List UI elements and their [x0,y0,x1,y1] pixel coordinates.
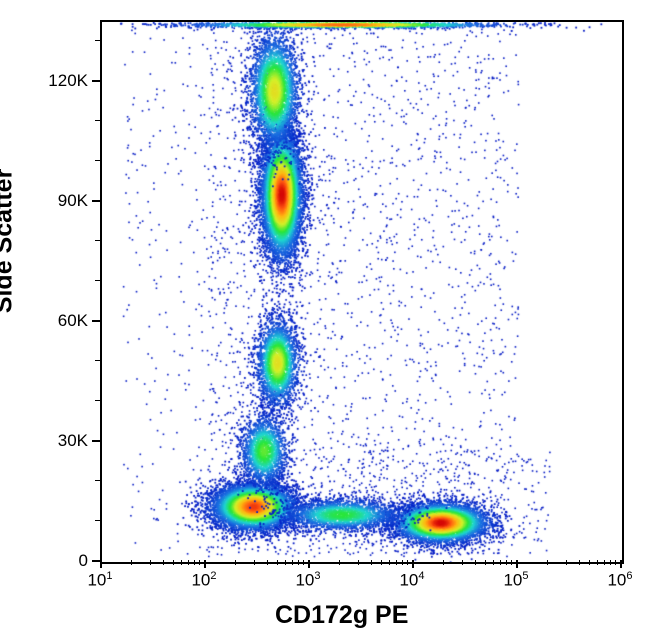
x-tick-mark [412,560,414,568]
x-minor-tick [292,560,293,565]
plot-area [100,20,624,564]
x-minor-tick [604,560,605,565]
y-tick-mark [92,560,100,562]
x-tick-label: 102 [191,570,216,591]
flow-cytometry-chart: Side Scatter CD172g PE 0 30K 60K 90K 120K 101… [0,0,650,638]
x-minor-tick [547,560,548,565]
y-minor-tick [95,520,100,521]
x-minor-tick [402,560,403,565]
x-minor-tick [199,560,200,565]
y-tick-label: 30K [42,431,88,451]
x-minor-tick [475,560,476,565]
y-tick-label: 90K [42,191,88,211]
x-minor-tick [194,560,195,565]
x-minor-tick [511,560,512,565]
x-tick-mark [516,560,518,568]
x-minor-tick [339,560,340,565]
y-minor-tick [95,400,100,401]
y-minor-tick [95,360,100,361]
y-tick-mark [92,200,100,202]
x-minor-tick [267,560,268,565]
x-minor-tick [371,560,372,565]
x-tick-label: 105 [503,570,528,591]
x-tick-mark [308,560,310,568]
x-minor-tick [277,560,278,565]
y-minor-tick [95,280,100,281]
x-minor-tick [443,560,444,565]
x-minor-tick [589,560,590,565]
y-minor-tick [95,160,100,161]
x-minor-tick [163,560,164,565]
y-minor-tick [95,120,100,121]
x-minor-tick [493,560,494,565]
x-minor-tick [506,560,507,565]
x-minor-tick [235,560,236,565]
x-minor-tick [500,560,501,565]
y-tick-mark [92,320,100,322]
x-minor-tick [254,560,255,565]
x-minor-tick [150,560,151,565]
x-tick-label: 104 [399,570,424,591]
x-tick-mark [204,560,206,568]
x-tick-label: 106 [607,570,632,591]
x-minor-tick [358,560,359,565]
x-minor-tick [298,560,299,565]
x-tick-label: 101 [87,570,112,591]
x-minor-tick [173,560,174,565]
x-minor-tick [566,560,567,565]
x-minor-tick [131,560,132,565]
y-tick-mark [92,440,100,442]
x-minor-tick [389,560,390,565]
x-tick-mark [620,560,622,568]
density-scatter-canvas [102,22,622,562]
x-minor-tick [597,560,598,565]
x-axis-label: CD172g PE [275,601,408,630]
x-tick-label: 103 [295,570,320,591]
x-minor-tick [407,560,408,565]
x-minor-tick [579,560,580,565]
x-minor-tick [285,560,286,565]
x-tick-mark [100,560,102,568]
y-tick-mark [92,80,100,82]
x-minor-tick [188,560,189,565]
y-axis-label: Side Scatter [0,169,19,314]
x-minor-tick [485,560,486,565]
x-minor-tick [181,560,182,565]
y-minor-tick [95,240,100,241]
x-minor-tick [381,560,382,565]
y-minor-tick [95,480,100,481]
x-minor-tick [615,560,616,565]
x-minor-tick [396,560,397,565]
x-minor-tick [610,560,611,565]
y-tick-label: 120K [42,71,88,91]
y-tick-label: 0 [42,551,88,571]
x-minor-tick [462,560,463,565]
y-tick-label: 60K [42,311,88,331]
y-minor-tick [95,40,100,41]
x-minor-tick [303,560,304,565]
